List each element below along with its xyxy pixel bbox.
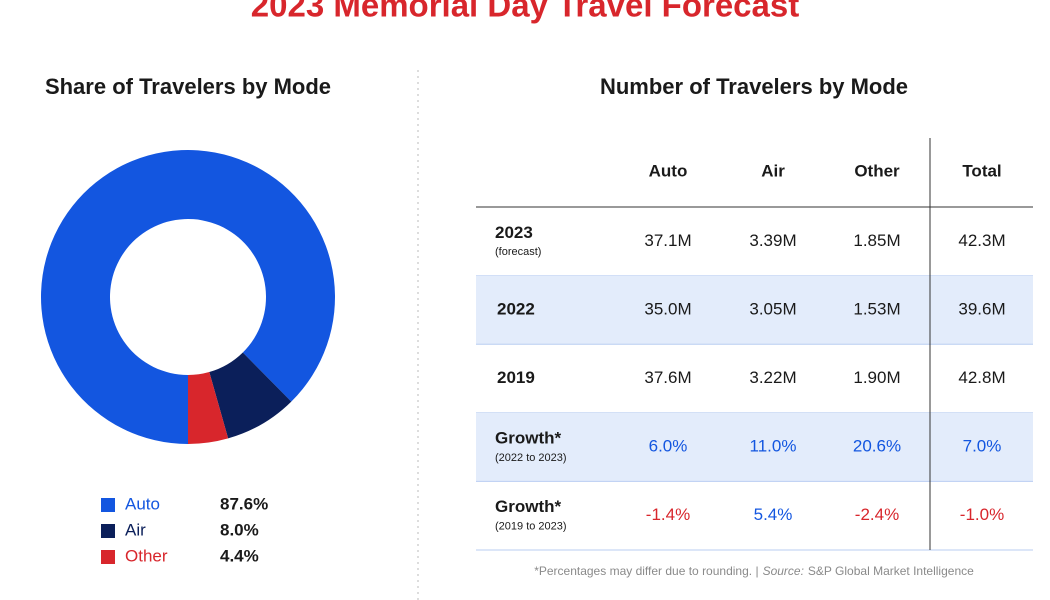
legend-swatch [101,550,115,564]
legend-value: 8.0% [220,520,259,539]
table-cell: 35.0M [644,299,691,318]
table-title: Number of Travelers by Mode [600,74,908,99]
legend-label: Auto [125,494,160,513]
table-cell: 5.4% [754,505,793,524]
table-cell: 37.1M [644,231,691,250]
column-header: Total [962,161,1001,180]
legend-label: Other [125,546,168,565]
donut-segment [40,150,335,445]
table-cell: 42.3M [958,231,1005,250]
row-label: 2022 [497,299,535,318]
table-cell: 3.39M [749,231,796,250]
row-label: Growth* [495,497,561,516]
table-cell: 1.90M [853,368,900,387]
table-cell: 6.0% [649,437,688,456]
row-sublabel: (forecast) [495,246,541,258]
column-header: Auto [649,161,688,180]
legend-value: 4.4% [220,546,259,565]
row-sublabel: (2022 to 2023) [495,452,567,464]
footnote: *Percentages may differ due to rounding.… [534,564,974,578]
table-cell: 11.0% [750,437,797,456]
legend-label: Air [125,520,146,539]
legend-swatch [101,524,115,538]
table-cell: -1.0% [960,505,1004,524]
row-label: Growth* [495,429,561,448]
legend-value: 87.6% [220,494,268,513]
row-label: 2023 [495,223,533,242]
table-cell: -1.4% [646,505,690,524]
footnote-source-label: Source: [763,564,804,578]
table-cell: 1.85M [853,231,900,250]
table-cell: 42.8M [958,368,1005,387]
table-cell: 20.6% [853,437,901,456]
table-cell: 39.6M [958,299,1005,318]
column-header: Other [854,161,900,180]
legend-swatch [101,498,115,512]
table-cell: 7.0% [963,437,1002,456]
chart-title: Share of Travelers by Mode [45,74,331,99]
row-label: 2019 [497,368,535,387]
donut-segment [188,372,229,444]
row-band [476,412,1033,482]
footnote-note: *Percentages may differ due to rounding.… [534,564,758,578]
table-cell: 37.6M [644,368,691,387]
page-title: 2023 Memorial Day Travel Forecast [251,0,799,24]
table-cell: 3.22M [749,368,796,387]
donut-segment [209,352,292,439]
footnote-source: S&P Global Market Intelligence [808,564,974,578]
row-band [476,275,1033,345]
column-header: Air [761,161,785,180]
table-cell: -2.4% [855,505,899,524]
table-cell: 1.53M [853,299,900,318]
table-cell: 3.05M [749,299,796,318]
row-sublabel: (2019 to 2023) [495,521,567,533]
